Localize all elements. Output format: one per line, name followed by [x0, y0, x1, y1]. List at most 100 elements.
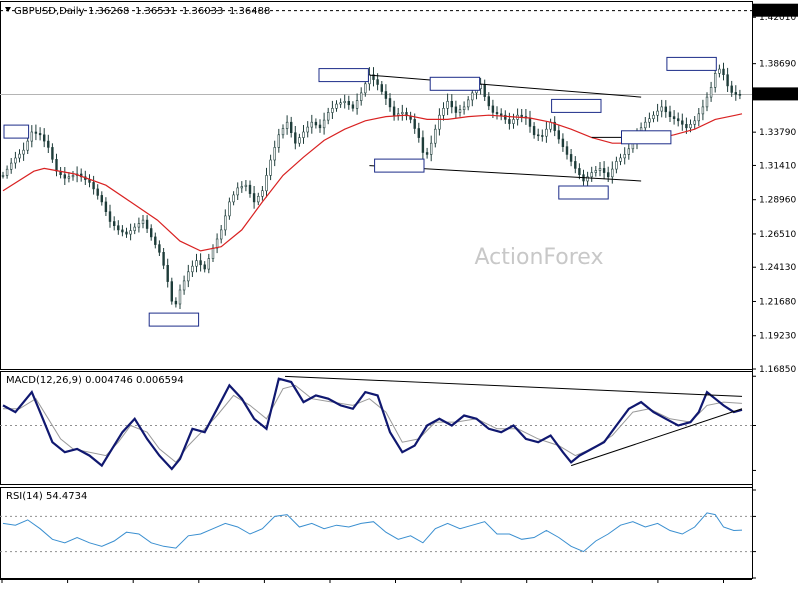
candle-body	[310, 121, 313, 128]
candle-body	[26, 140, 29, 151]
candle-body	[565, 146, 569, 155]
candle-body	[141, 219, 145, 224]
candle-body	[92, 182, 95, 190]
candle-body	[594, 170, 598, 173]
candle-body	[174, 300, 178, 305]
candle-body	[359, 92, 363, 101]
candle-body	[619, 157, 622, 162]
candle-body	[100, 195, 104, 203]
macd-main-line	[2, 377, 743, 471]
candle-body	[388, 98, 392, 108]
price-tick-label: 1.19230	[759, 332, 796, 342]
price-label-box	[374, 158, 425, 173]
candle-body	[294, 132, 297, 144]
candle-body	[685, 124, 688, 129]
candle-body	[137, 223, 141, 228]
candle-body	[178, 289, 182, 305]
candle-body	[14, 157, 17, 164]
candle-body	[561, 138, 565, 147]
candle-body	[491, 105, 495, 113]
candle-body	[96, 188, 99, 196]
candle-body	[273, 147, 276, 161]
candle-body	[508, 119, 511, 124]
candle-body	[598, 168, 602, 171]
candle-body	[656, 110, 659, 116]
candle-body	[145, 219, 149, 229]
price-highlight-box	[753, 3, 798, 17]
candle-body	[557, 130, 561, 140]
candle-body	[676, 118, 680, 122]
macd-header: MACD(12,26,9) 0.004746 0.006594	[6, 375, 184, 386]
candle-body	[615, 161, 618, 170]
candle-body	[697, 113, 701, 122]
price-axis-layer: 1.42010 1.38690 1.33790 1.31410 1.28960 1.265…	[752, 3, 798, 375]
price-label-box	[621, 130, 672, 145]
time-axis-layer	[0, 579, 752, 583]
ohlc-high: 1.36531	[135, 6, 176, 17]
candle-body	[129, 230, 132, 235]
candle-body	[281, 128, 285, 136]
candle-body	[18, 153, 21, 159]
macd-panel-frame	[0, 371, 753, 485]
candle-body	[347, 101, 350, 106]
macd-signal-line	[3, 384, 743, 464]
candle-body	[442, 108, 445, 116]
candle-body	[578, 168, 581, 175]
candle-body	[42, 134, 46, 142]
candle-body	[228, 201, 231, 217]
candle-body	[545, 128, 548, 137]
candle-body	[322, 119, 326, 129]
panel-frames	[0, 1, 753, 579]
candle-body	[681, 120, 684, 125]
candle-body	[471, 92, 474, 101]
price-tick-label: 1.33790	[759, 128, 796, 138]
candle-body	[611, 168, 614, 178]
candles-layer	[1, 62, 742, 309]
candle-body	[701, 106, 705, 115]
candle-body	[446, 101, 449, 109]
candle-body	[450, 101, 453, 108]
candle-body	[495, 112, 499, 115]
candle-body	[718, 68, 721, 74]
price-highlight-box	[753, 87, 798, 101]
watermark-text: ActionForex	[475, 245, 604, 270]
candle-body	[429, 142, 433, 155]
candle-body	[351, 104, 355, 109]
price-labels-layer	[3, 56, 717, 327]
price-label-box	[148, 312, 200, 327]
candle-body	[401, 112, 404, 115]
rsi-panel-frame	[0, 487, 753, 579]
price-tick-label: 1.31410	[759, 161, 796, 171]
candle-body	[438, 114, 441, 130]
candle-body	[574, 161, 577, 169]
candle-body	[549, 121, 552, 130]
candle-body	[257, 196, 260, 203]
candle-body	[166, 264, 169, 282]
candle-body	[372, 74, 375, 80]
candle-body	[693, 120, 696, 125]
macd-trendline	[570, 408, 743, 467]
candle-body	[63, 174, 67, 179]
candle-body	[355, 100, 359, 109]
candle-body	[738, 94, 742, 96]
candle-body	[289, 121, 293, 133]
candle-body	[343, 101, 346, 104]
candle-body	[261, 190, 264, 197]
candle-body	[335, 103, 338, 109]
grid-layer	[0, 10, 752, 553]
candle-body	[113, 221, 116, 226]
candle-body	[541, 135, 544, 137]
candle-body	[199, 260, 202, 266]
rsi-layer	[2, 489, 756, 579]
candle-body	[10, 162, 13, 170]
candle-body	[483, 84, 486, 97]
candle-body	[240, 186, 243, 189]
price-label-box	[666, 56, 717, 71]
candle-body	[38, 133, 42, 136]
candle-body	[220, 229, 223, 240]
candle-body	[224, 215, 227, 231]
candle-body	[22, 149, 25, 155]
candle-body	[51, 147, 54, 160]
candle-body	[499, 113, 503, 116]
candle-body	[664, 106, 668, 113]
